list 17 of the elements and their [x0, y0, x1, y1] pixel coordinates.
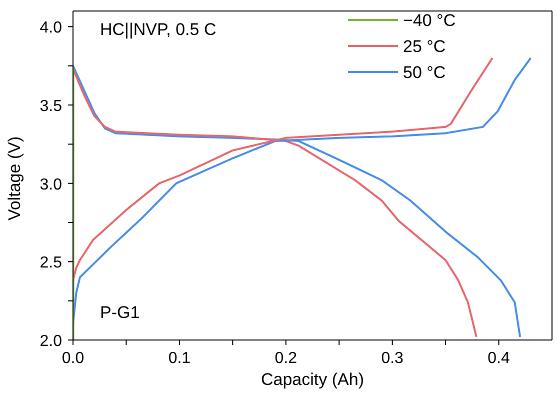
- x-tick-label: 0.0: [62, 350, 84, 367]
- y-tick-label: 2.5: [40, 254, 62, 272]
- legend-label: 50 °C: [403, 63, 446, 82]
- annotation: HC||NVP, 0.5 C: [100, 20, 216, 39]
- y-tick-label: 4.0: [40, 20, 62, 37]
- y-tick-label: 3.5: [40, 98, 62, 115]
- y-tick-label: 3.0: [40, 176, 62, 194]
- legend-label: −40 °C: [403, 11, 456, 30]
- annotation: P-G1: [100, 303, 140, 322]
- x-tick-label: 0.1: [168, 350, 191, 367]
- y-axis-title: Voltage (V): [5, 136, 24, 220]
- x-tick-label: 0.3: [381, 350, 404, 367]
- x-axis-title: Capacity (Ah): [261, 370, 364, 389]
- legend-label: 25 °C: [403, 37, 446, 56]
- y-tick-label: 2.0: [40, 333, 62, 350]
- x-tick-label: 0.4: [488, 350, 510, 367]
- x-tick-label: 0.2: [274, 350, 298, 367]
